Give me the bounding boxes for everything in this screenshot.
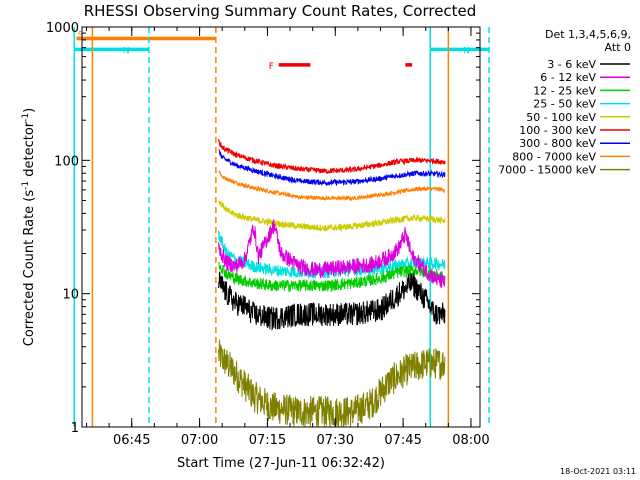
legend-label: 3 - 6 keV bbox=[547, 58, 596, 71]
legend-label: 12 - 25 keV bbox=[533, 84, 596, 97]
legend-label: 7000 - 15000 keV bbox=[498, 164, 596, 177]
legend-header-1: Det 1,3,4,5,6,9, bbox=[545, 28, 631, 41]
flag-label: F bbox=[269, 62, 274, 72]
legend-label: 300 - 800 keV bbox=[519, 137, 596, 150]
x-tick-label: 08:00 bbox=[452, 433, 489, 448]
x-tick-label: 07:00 bbox=[181, 433, 218, 448]
y-axis-label-sup1: -1 bbox=[21, 181, 31, 190]
x-tick-label: 06:45 bbox=[113, 433, 150, 448]
series-line bbox=[218, 339, 446, 428]
legend-label: 100 - 300 keV bbox=[519, 124, 596, 137]
y-tick-label: 10 bbox=[62, 288, 79, 303]
chart-title: RHESSI Observing Summary Count Rates, Co… bbox=[84, 2, 477, 20]
legend-label: 800 - 7000 keV bbox=[512, 150, 596, 163]
y-tick-label: 1 bbox=[71, 421, 79, 436]
series-line bbox=[218, 219, 446, 289]
series-line bbox=[218, 271, 446, 331]
y-axis-label: Corrected Count Rate (s-1 detector-1) bbox=[21, 108, 37, 346]
flag-label: N bbox=[123, 46, 130, 56]
flag-bars: S N N F bbox=[74, 30, 490, 72]
y-axis-label-mid: detector bbox=[22, 121, 37, 181]
x-axis: 06:45 07:00 07:15 07:30 07:45 08:00 bbox=[86, 27, 490, 448]
series-group bbox=[218, 138, 446, 428]
x-axis-label: Start Time (27-Jun-11 06:32:42) bbox=[177, 456, 385, 471]
plot-frame bbox=[81, 26, 481, 428]
series-line bbox=[218, 149, 446, 187]
y-tick-label: 1000 bbox=[46, 21, 79, 36]
y-tick-label: 100 bbox=[54, 154, 79, 169]
y-axis-label-main: Corrected Count Rate (s bbox=[22, 190, 37, 347]
flag-label: N bbox=[463, 46, 470, 56]
legend-label: 25 - 50 keV bbox=[533, 98, 596, 111]
legend-label: 50 - 100 keV bbox=[526, 111, 596, 124]
series-line bbox=[218, 169, 446, 202]
legend-label: 6 - 12 keV bbox=[540, 71, 596, 84]
footer-timestamp: 18-Oct-2021 03:11 bbox=[560, 467, 636, 476]
x-tick-label: 07:30 bbox=[317, 433, 354, 448]
series-line bbox=[218, 261, 446, 293]
x-tick-label: 07:15 bbox=[249, 433, 286, 448]
y-axis: 1 10 100 1000 bbox=[46, 21, 480, 436]
y-axis-label-sup2: -1 bbox=[21, 113, 31, 122]
series-line bbox=[218, 138, 446, 175]
legend-header-2: Att 0 bbox=[605, 41, 631, 54]
flag-label: S bbox=[78, 30, 84, 40]
series-line bbox=[218, 200, 446, 232]
vertical-markers bbox=[73, 27, 490, 427]
y-axis-label-end: ) bbox=[22, 108, 37, 113]
x-tick-label: 07:45 bbox=[384, 433, 421, 448]
